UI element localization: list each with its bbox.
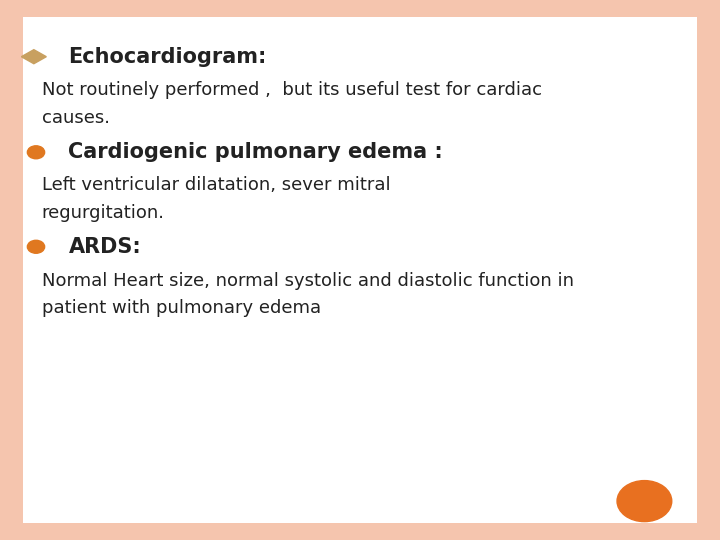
Text: Left ventricular dilatation, sever mitral: Left ventricular dilatation, sever mitra… (42, 176, 390, 194)
Circle shape (617, 481, 672, 522)
Text: Echocardiogram:: Echocardiogram: (68, 46, 267, 67)
Text: patient with pulmonary edema: patient with pulmonary edema (42, 299, 321, 318)
Circle shape (27, 146, 45, 159)
Text: Cardiogenic pulmonary edema :: Cardiogenic pulmonary edema : (68, 142, 443, 163)
Text: ARDS:: ARDS: (68, 237, 141, 257)
Polygon shape (22, 50, 46, 64)
Text: Not routinely performed ,  but its useful test for cardiac: Not routinely performed , but its useful… (42, 81, 541, 99)
Circle shape (27, 240, 45, 253)
Text: Normal Heart size, normal systolic and diastolic function in: Normal Heart size, normal systolic and d… (42, 272, 574, 290)
FancyBboxPatch shape (23, 17, 697, 523)
Text: regurgitation.: regurgitation. (42, 204, 165, 222)
Text: causes.: causes. (42, 109, 109, 127)
